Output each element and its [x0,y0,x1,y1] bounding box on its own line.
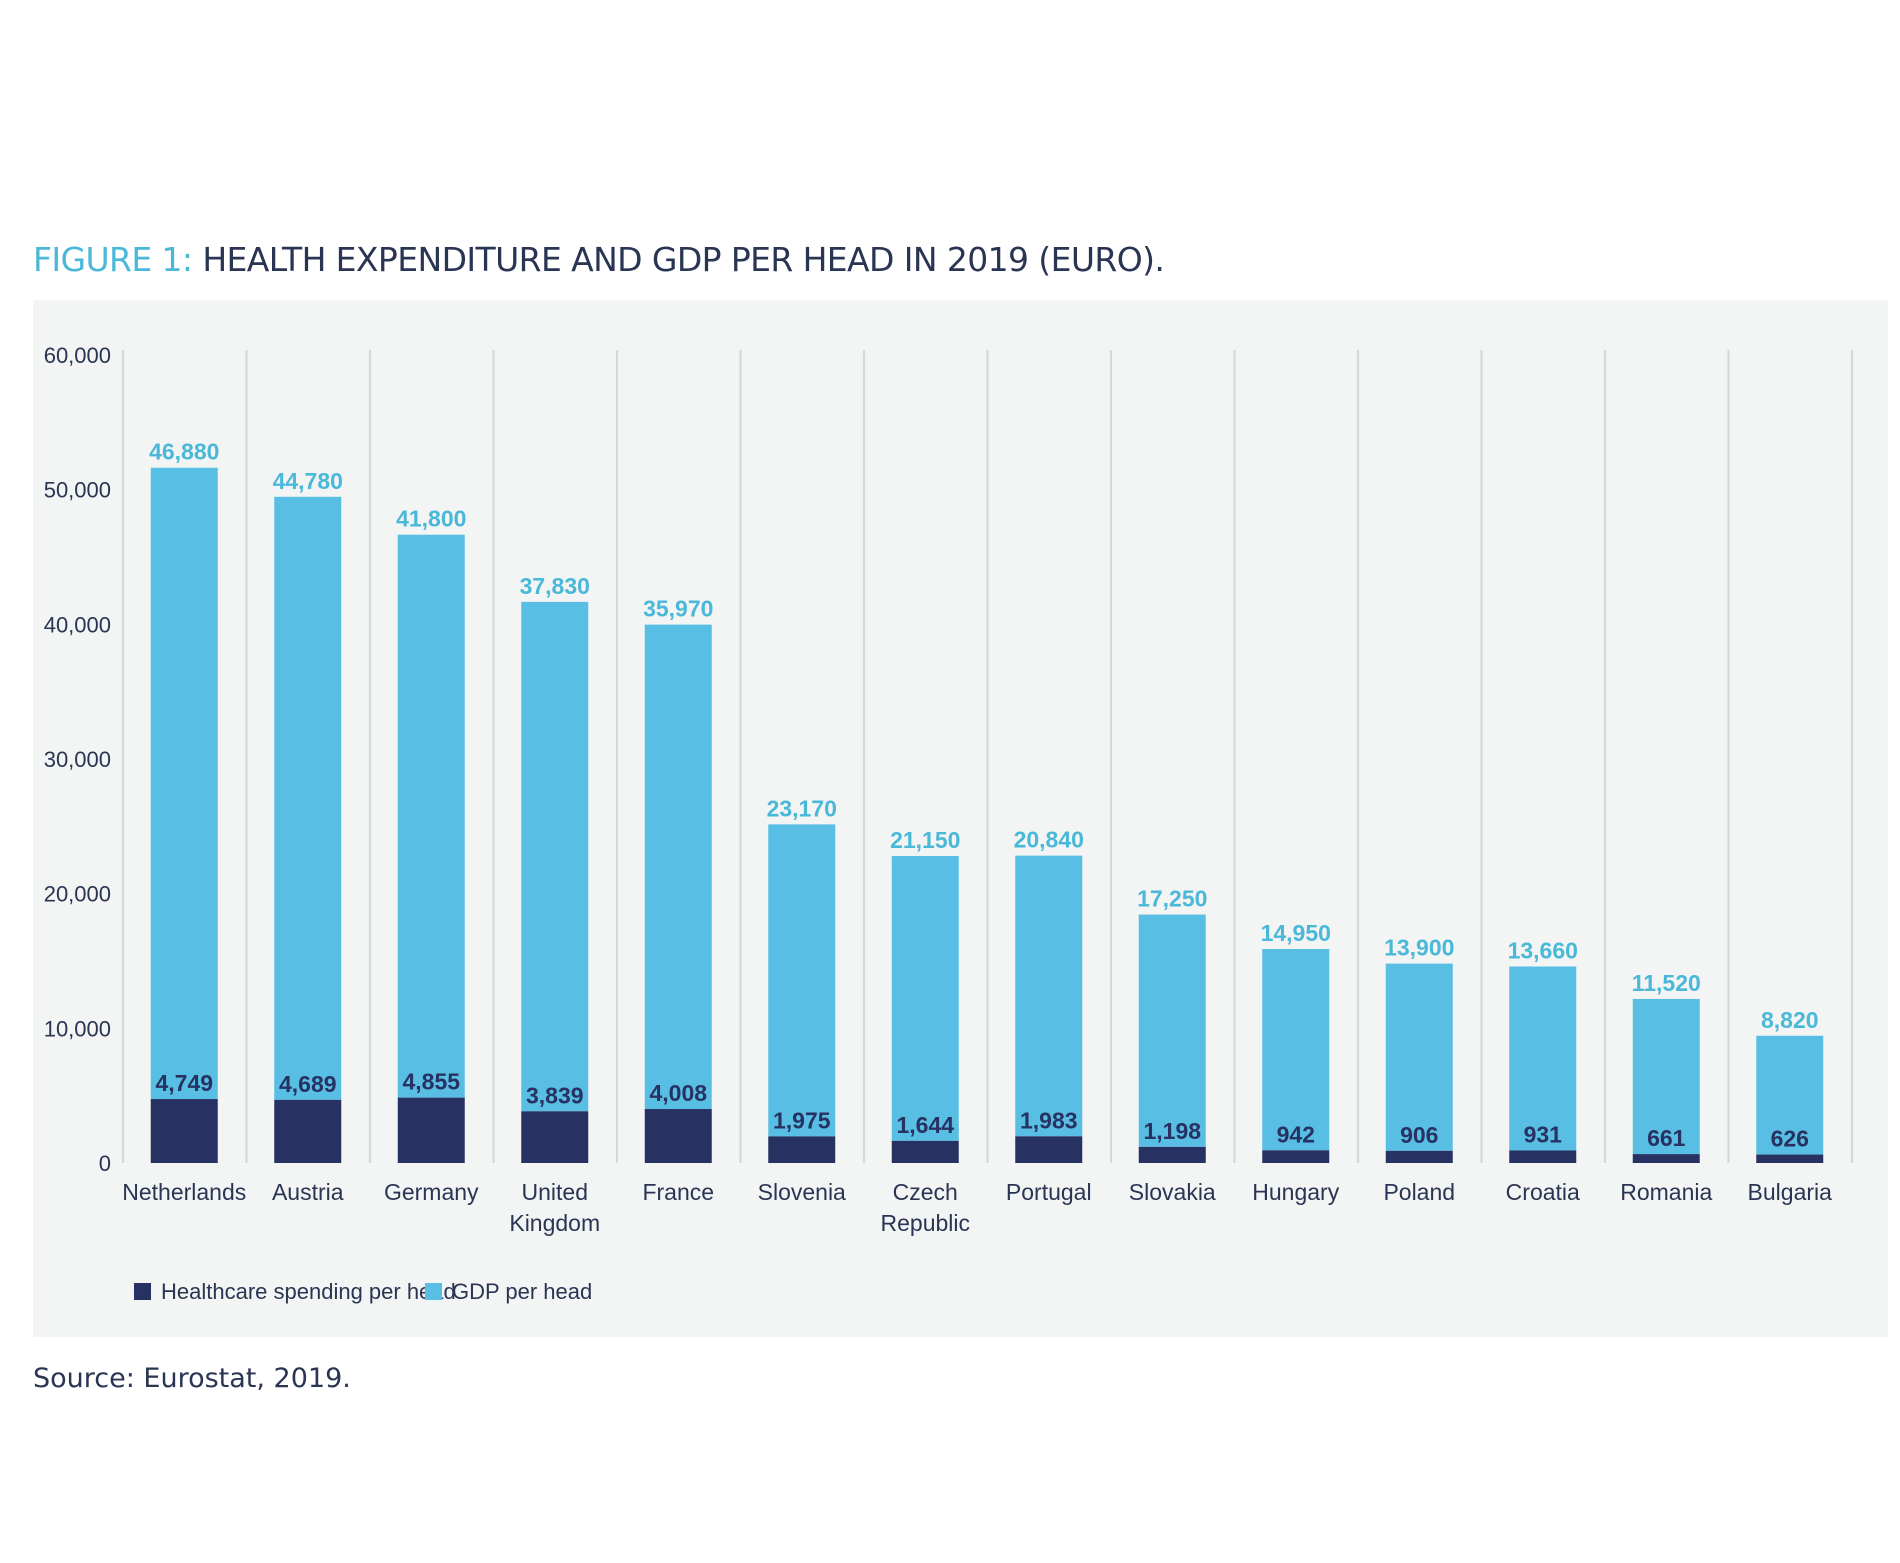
x-tick-label: France [642,1179,714,1205]
y-tick-label: 60,000 [44,343,111,368]
bar-health [274,1099,342,1163]
data-label-health: 661 [1647,1125,1686,1151]
data-label-health: 626 [1771,1126,1809,1152]
data-label-gdp: 14,950 [1261,920,1331,946]
x-tick-label: Bulgaria [1748,1179,1833,1205]
y-tick-label: 30,000 [44,747,111,772]
data-label-health: 931 [1524,1121,1563,1147]
legend-swatch-gdp [425,1283,442,1300]
data-label-gdp: 17,250 [1137,886,1207,912]
bar-gdp [274,496,342,1100]
data-label-health: 1,198 [1143,1118,1201,1144]
data-label-gdp: 46,880 [149,439,219,465]
bar-chart: 0 10,000 20,000 30,000 40,000 50,000 60,000 46,… [44,343,1854,1304]
figure-title-text: HEALTH EXPENDITURE AND GDP PER HEAD IN 2… [192,240,1165,279]
data-label-gdp: 35,970 [643,596,713,622]
data-label-health: 4,749 [155,1070,213,1096]
x-tick-label: Netherlands [122,1179,246,1205]
data-label-health: 4,689 [279,1071,337,1097]
x-tick-label: Republic [881,1210,971,1236]
data-label-health: 3,839 [526,1082,584,1108]
bar-gdp [1509,966,1577,1151]
data-label-health: 4,008 [649,1080,707,1106]
bar-gdp [768,824,836,1137]
bar-health [1632,1154,1700,1163]
bar-gdp [1756,1035,1824,1155]
x-tick-label: Poland [1383,1179,1455,1205]
bar-gdp [891,856,959,1141]
bar-health [891,1140,959,1163]
figure-title: FIGURE 1: HEALTH EXPENDITURE AND GDP PER… [33,240,1165,279]
legend-swatch-health [134,1283,151,1300]
bar-health [1262,1150,1330,1163]
data-label-gdp: 21,150 [890,827,960,853]
bar-health [1138,1146,1206,1163]
bar-health [644,1109,712,1163]
data-label-gdp: 44,780 [273,468,343,494]
x-tick-label: Hungary [1252,1179,1339,1205]
data-label-health: 942 [1277,1121,1315,1147]
data-label-health: 1,644 [896,1112,954,1138]
bar-health [1509,1150,1577,1163]
bar-health [1015,1136,1083,1163]
data-label-gdp: 23,170 [767,795,837,821]
bar-gdp [1385,963,1453,1151]
bar-health [768,1136,836,1163]
data-label-health: 1,975 [773,1107,831,1133]
data-label-gdp: 20,840 [1014,827,1084,853]
chart-panel: 0 10,000 20,000 30,000 40,000 50,000 60,000 46,… [33,300,1888,1337]
bar-gdp [644,624,712,1110]
bar-health [1385,1150,1453,1163]
x-tick-label: Romania [1620,1179,1712,1205]
bar-health [397,1097,465,1163]
x-tick-label: United [522,1179,588,1205]
data-label-gdp: 11,520 [1632,970,1701,996]
x-tick-label: Portugal [1006,1179,1092,1205]
y-tick-label: 0 [99,1151,111,1176]
bar-gdp [1632,998,1700,1155]
x-tick-label: Kingdom [509,1210,600,1236]
data-label-gdp: 8,820 [1761,1007,1819,1033]
legend-label-health: Healthcare spending per head [161,1279,456,1304]
y-tick-label: 20,000 [44,882,111,907]
figure-label: FIGURE 1: [33,240,193,279]
x-tick-label: Croatia [1506,1179,1580,1205]
bar-gdp [1015,855,1083,1137]
bar-gdp [397,534,465,1098]
bar-health [521,1111,589,1163]
bar-gdp [1262,948,1330,1151]
bar-health [1756,1154,1824,1163]
x-tick-label: Slovenia [758,1179,846,1205]
data-label-gdp: 13,660 [1508,938,1578,964]
x-tick-label: Austria [272,1179,344,1205]
x-tick-label: Germany [384,1179,479,1205]
bar-gdp [521,601,589,1112]
data-label-health: 1,983 [1020,1107,1078,1133]
data-label-health: 906 [1400,1122,1438,1148]
bar-health [150,1099,218,1163]
data-label-health: 4,855 [402,1069,460,1095]
bar-gdp [1138,914,1206,1147]
data-label-gdp: 13,900 [1384,935,1454,961]
data-label-gdp: 41,800 [396,506,466,532]
legend-label-gdp: GDP per head [452,1279,592,1304]
y-tick-label: 10,000 [44,1016,111,1041]
y-tick-label: 40,000 [44,612,111,637]
source-note: Source: Eurostat, 2019. [33,1363,351,1394]
x-tick-label: Czech [893,1179,958,1205]
x-tick-label: Slovakia [1129,1179,1216,1205]
y-tick-label: 50,000 [44,478,111,503]
bar-gdp [150,467,218,1100]
data-label-gdp: 37,830 [520,573,590,599]
